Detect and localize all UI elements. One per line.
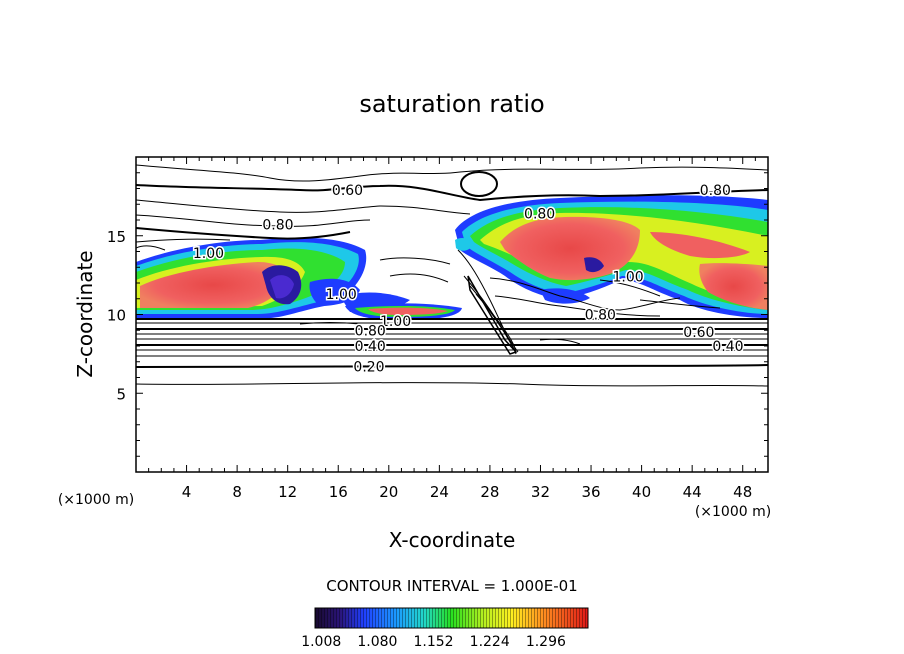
contour-label: 0.40: [712, 339, 743, 355]
contour-lines: [136, 164, 768, 387]
contour-label: 0.60: [332, 183, 363, 199]
x-tick-label: 20: [379, 483, 398, 501]
contour-label: 1.00: [380, 314, 411, 330]
color-field-mid: [345, 303, 462, 320]
contour-label: 0.20: [353, 359, 384, 375]
x-tick-label: 12: [278, 483, 297, 501]
y-tick-label: 10: [107, 307, 126, 325]
colorbar-tick-label: 1.296: [526, 634, 566, 650]
contour-labels: 0.60 0.800.800.801.001.000.801.001.000.80…: [191, 182, 745, 377]
x-tick-label: 36: [581, 483, 600, 501]
x-tick-label: 16: [329, 483, 348, 501]
colorbar-frame: [314, 607, 589, 629]
colorbar-tick-label: 1.008: [301, 634, 341, 650]
y-tick-label: 15: [107, 228, 126, 246]
contour-label: 0.80: [355, 323, 386, 339]
contour-label: 1.00: [193, 246, 224, 262]
colorbar-tick-labels: 1.008 1.080 1.152 1.224 1.296: [301, 634, 566, 650]
x-tick-label: 28: [480, 483, 499, 501]
contour-label: 1.00: [613, 270, 644, 286]
x-axis-label: X-coordinate: [389, 528, 516, 552]
contour-label: 0.80: [524, 207, 555, 223]
y-tick-label: 5: [116, 385, 126, 403]
colorbar-tick-label: 1.152: [414, 634, 454, 650]
x-tick-label: 32: [531, 483, 550, 501]
colorbar-tick-label: 1.080: [357, 634, 397, 650]
contour-label: 0.80: [585, 308, 616, 324]
x-tick-label: 48: [733, 483, 752, 501]
x-tick-label: 4: [182, 483, 192, 501]
chart-title: saturation ratio: [359, 90, 544, 118]
contour-label: 0.40: [355, 339, 386, 355]
x-tick-label: 40: [632, 483, 651, 501]
plot-area: [136, 157, 768, 472]
x-tick-label: 44: [683, 483, 702, 501]
x-tick-label: 8: [232, 483, 242, 501]
color-field-right: [455, 195, 768, 318]
colorbar-tick-label: 1.224: [470, 634, 510, 650]
contour-label: 0.80: [700, 183, 731, 199]
contour-label: 1.00: [326, 287, 357, 303]
colorbar-stripes: [315, 608, 588, 628]
color-field-left: [136, 237, 410, 319]
x-tick-label: 24: [430, 483, 449, 501]
y-unit-label: (×1000 m): [58, 492, 134, 508]
x-unit-label: (×1000 m): [695, 504, 771, 520]
y-axis-label: Z-coordinate: [73, 250, 97, 377]
colorbar: [314, 607, 589, 629]
contour-interval-label: CONTOUR INTERVAL = 1.000E-01: [326, 577, 577, 595]
contour-label: 0.80: [262, 218, 293, 234]
contour-label: 0.60: [683, 325, 714, 341]
